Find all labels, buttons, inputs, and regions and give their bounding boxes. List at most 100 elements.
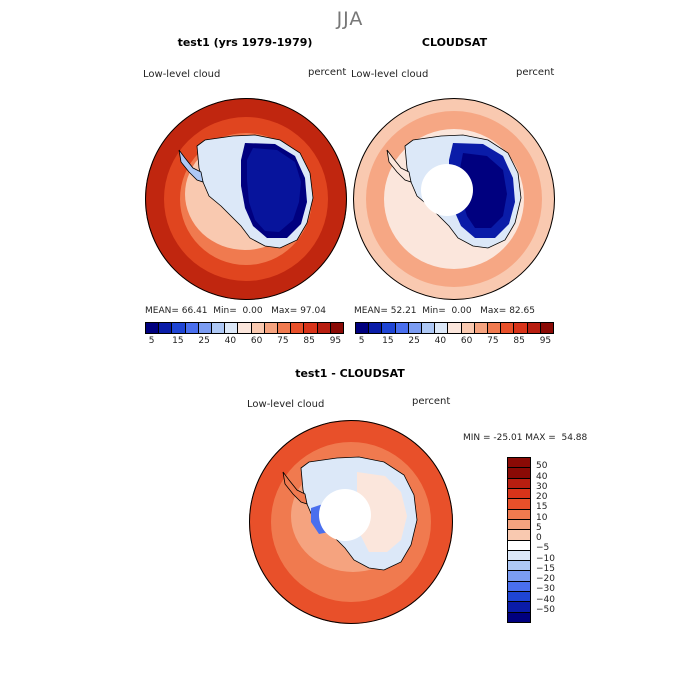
colorbar-swatch xyxy=(508,581,530,593)
colorbar-swatch xyxy=(435,323,449,333)
colorbar-swatch xyxy=(461,323,475,333)
colorbar-tick-label: 60 xyxy=(460,336,473,346)
colorbar-tick-label: 75 xyxy=(277,336,289,346)
panel3-peninsula xyxy=(282,471,308,505)
colorbar-tick-label: 75 xyxy=(487,336,499,346)
colorbar-swatch xyxy=(422,323,436,333)
colorbar-swatch xyxy=(238,323,252,333)
panel1-polar-map xyxy=(145,98,347,300)
panel3-missing-data-hole xyxy=(319,489,371,541)
colorbar-tick-label: 20 xyxy=(536,492,548,502)
colorbar-tick-label: 40 xyxy=(434,336,447,346)
colorbar-swatch xyxy=(508,530,530,541)
colorbar-tick-label: 10 xyxy=(536,512,548,523)
colorbar-tick-label: 5 xyxy=(358,336,365,346)
colorbar-swatch xyxy=(251,323,265,333)
colorbar-swatch xyxy=(508,488,530,500)
colorbar-swatch xyxy=(508,499,530,510)
colorbar-tick-label: 40 xyxy=(224,336,237,346)
colorbar-swatch xyxy=(225,323,239,333)
panel2-polar-map xyxy=(353,98,555,300)
panel1-title: test1 (yrs 1979-1979) xyxy=(177,36,313,49)
colorbar-swatch xyxy=(540,323,554,333)
panel2-stats-line: MEAN= 52.21 Min= 0.00 Max= 82.65 xyxy=(354,306,535,316)
colorbar-tick-label: −40 xyxy=(536,594,555,605)
panel3-title: test1 - CLOUDSAT xyxy=(295,367,405,380)
panel2-variable-label: Low-level cloud xyxy=(351,69,429,80)
colorbar-swatch xyxy=(508,612,530,622)
colorbar-swatch xyxy=(212,323,226,333)
panel2-colorbar xyxy=(355,322,554,334)
colorbar-swatch xyxy=(508,540,530,551)
colorbar-swatch xyxy=(488,323,502,333)
panel2-missing-data-hole xyxy=(421,164,473,216)
panel3-interior-field xyxy=(357,472,407,552)
colorbar-swatch xyxy=(264,323,279,333)
panel3-map-outline xyxy=(249,420,453,624)
colorbar-tick-label: −10 xyxy=(536,553,555,564)
colorbar-tick-label: 25 xyxy=(408,336,420,346)
colorbar-tick-label: −15 xyxy=(536,563,555,574)
panel2-map-outline xyxy=(353,98,555,300)
colorbar-tick-label: 30 xyxy=(536,481,548,492)
colorbar-tick-label: −20 xyxy=(536,574,555,584)
colorbar-swatch xyxy=(382,323,396,333)
colorbar-tick-label: 95 xyxy=(539,336,552,346)
colorbar-swatch xyxy=(278,323,292,333)
panel1-peninsula xyxy=(178,149,204,183)
panel3-colorbar xyxy=(507,457,531,623)
colorbar-swatch xyxy=(508,602,530,613)
panel1-variable-label: Low-level cloud xyxy=(143,69,221,80)
panel3-units-label: percent xyxy=(412,396,451,407)
colorbar-swatch xyxy=(508,458,530,469)
colorbar-swatch xyxy=(508,561,530,572)
colorbar-swatch xyxy=(185,323,199,333)
colorbar-tick-label: 85 xyxy=(513,336,525,346)
colorbar-swatch xyxy=(395,323,409,333)
colorbar-swatch xyxy=(408,323,423,333)
panel3-minmax-line: MIN = -25.01 MAX = 54.88 xyxy=(463,433,588,443)
colorbar-tick-label: 15 xyxy=(536,502,548,513)
colorbar-swatch xyxy=(508,592,530,603)
colorbar-tick-label: 95 xyxy=(329,336,342,346)
colorbar-swatch xyxy=(508,550,530,562)
colorbar-swatch xyxy=(514,323,528,333)
colorbar-tick-label: 60 xyxy=(250,336,263,346)
colorbar-swatch xyxy=(291,323,305,333)
panel3-polar-map xyxy=(249,420,453,624)
colorbar-swatch xyxy=(330,323,344,333)
colorbar-swatch xyxy=(146,323,160,333)
panel2-title: CLOUDSAT xyxy=(421,36,488,49)
panel2-interior-core xyxy=(459,153,507,228)
colorbar-swatch xyxy=(508,509,530,520)
colorbar-tick-label: −5 xyxy=(536,543,550,554)
colorbar-swatch xyxy=(508,571,530,582)
panel1-interior-edge xyxy=(247,148,301,232)
panel1-units-label: percent xyxy=(308,67,347,78)
panel3-colorbar-ticks: 50 40 30 20 15 10 5 0 −5 −10 −15 −20 −30 −40 −50 xyxy=(536,457,576,621)
colorbar-tick-label: 40 xyxy=(536,471,548,482)
colorbar-swatch xyxy=(508,468,530,479)
colorbar-tick-label: 15 xyxy=(172,336,184,346)
colorbar-tick-label: 0 xyxy=(536,533,542,543)
panel1-colorbar xyxy=(145,322,344,334)
colorbar-tick-label: 85 xyxy=(303,336,315,346)
colorbar-swatch xyxy=(198,323,213,333)
colorbar-tick-label: 5 xyxy=(536,522,542,533)
panel2-units-label: percent xyxy=(516,67,555,78)
figure-title: JJA xyxy=(336,8,364,30)
colorbar-swatch xyxy=(508,519,530,531)
colorbar-swatch xyxy=(527,323,541,333)
colorbar-swatch xyxy=(369,323,383,333)
panel2-peninsula xyxy=(386,149,412,183)
colorbar-swatch xyxy=(474,323,489,333)
colorbar-swatch xyxy=(159,323,173,333)
panel1-stats-line: MEAN= 66.41 Min= 0.00 Max= 97.04 xyxy=(145,306,326,316)
colorbar-swatch xyxy=(448,323,462,333)
colorbar-swatch xyxy=(172,323,186,333)
colorbar-swatch xyxy=(304,323,318,333)
colorbar-swatch xyxy=(317,323,331,333)
colorbar-swatch xyxy=(356,323,370,333)
colorbar-tick-label: −50 xyxy=(536,604,555,615)
